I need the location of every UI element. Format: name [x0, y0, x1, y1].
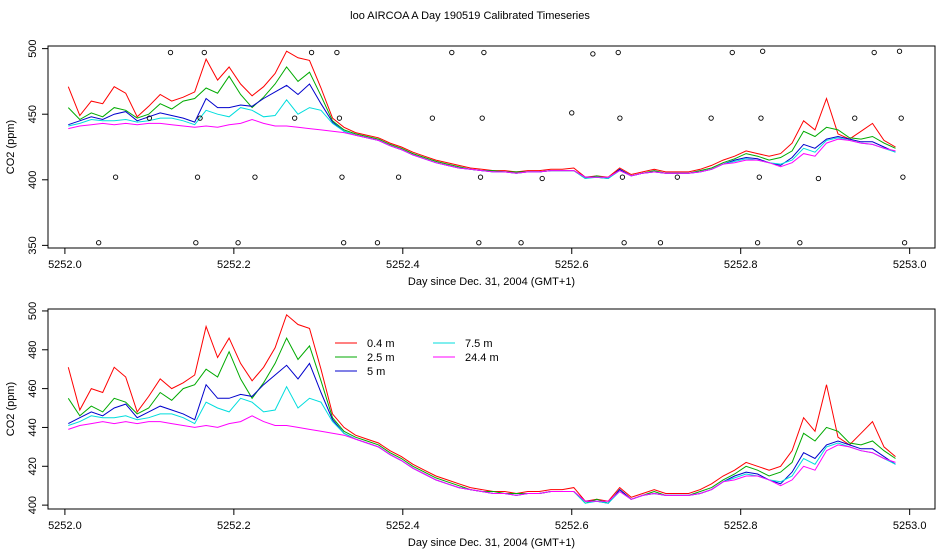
marker-point: [112, 174, 119, 180]
y-tick-label: 440: [27, 418, 39, 436]
marker-point: [197, 115, 203, 121]
marker-point: [193, 240, 199, 246]
marker-point: [621, 240, 627, 246]
marker-point: [674, 174, 680, 180]
marker-point: [194, 174, 201, 180]
marker-point: [292, 115, 298, 121]
legend-label: 2.5 m: [367, 352, 395, 364]
marker-point: [539, 175, 545, 182]
y-tick-label: 450: [27, 105, 39, 123]
marker-point: [201, 49, 207, 56]
series-line-2-5-m: [67, 66, 896, 180]
y-axis-label: CO2 (ppm): [5, 382, 17, 436]
x-tick-label: 5252.6: [555, 259, 589, 271]
marker-point: [617, 115, 623, 121]
y-tick-label: 400: [27, 496, 39, 514]
marker-point: [619, 174, 626, 180]
marker-point: [898, 115, 904, 121]
x-tick-label: 5252.4: [386, 520, 420, 532]
y-tick-label: 460: [27, 379, 39, 397]
marker-point: [569, 110, 575, 116]
marker-point: [590, 51, 596, 57]
marker-point: [449, 49, 455, 56]
top-panel: 5252.0 5252.2 5252.4 5252.6 5252.8 5253.0 350 4…: [5, 39, 936, 288]
marker-point: [167, 49, 174, 56]
marker-point: [871, 49, 877, 56]
plot-frame: [47, 45, 936, 249]
marker-point: [146, 115, 153, 121]
bottom-panel: 5252.0 5252.2 5252.4 5252.6 5252.8 5253.0 400 4…: [5, 302, 936, 549]
legend-label: 5 m: [367, 366, 385, 378]
x-tick-label: 5252.0: [48, 520, 82, 532]
series-line-5-m: [68, 83, 896, 180]
marker-point: [96, 240, 102, 246]
marker-point: [479, 115, 485, 121]
legend-label: 0.4 m: [367, 338, 395, 350]
y-tick-label: 480: [27, 341, 39, 359]
y-tick-label: 400: [27, 171, 39, 189]
marker-point: [758, 115, 764, 121]
y-axis-label: CO2 (ppm): [5, 120, 17, 174]
series-line-7-5-m: [68, 98, 896, 180]
series-line-24-4-m: [68, 415, 896, 502]
y-tick-label: 420: [27, 457, 39, 475]
y-tick-label: 500: [27, 302, 39, 320]
x-axis-label: Day since Dec. 31, 2004 (GMT+1): [408, 537, 575, 549]
series-line-0-4-m: [67, 50, 896, 178]
x-tick-label: 5252.2: [217, 259, 251, 271]
marker-point: [395, 174, 402, 180]
series-line-7-5-m: [68, 385, 896, 504]
marker-point: [235, 240, 241, 246]
legend-label: 7.5 m: [465, 338, 493, 350]
marker-point: [900, 174, 906, 180]
marker-point: [896, 48, 903, 54]
x-tick-label: 5252.0: [48, 259, 82, 271]
marker-point: [657, 240, 664, 246]
x-tick-label: 5252.6: [555, 520, 589, 532]
marker-point: [729, 49, 735, 56]
marker-point: [518, 240, 524, 246]
x-tick-label: 5252.8: [724, 259, 758, 271]
marker-point: [797, 240, 803, 246]
marker-point: [708, 115, 714, 121]
legend-label: 24.4 m: [465, 352, 499, 364]
x-tick-label: 5252.4: [386, 259, 420, 271]
marker-point: [754, 240, 761, 246]
marker-point: [852, 115, 858, 121]
marker-point: [308, 49, 315, 56]
marker-point: [429, 115, 436, 121]
marker-point: [481, 49, 487, 56]
x-tick-label: 5252.8: [724, 520, 758, 532]
marker-point: [341, 240, 347, 246]
x-tick-label: 5253.0: [893, 259, 927, 271]
plot-frame: [47, 308, 936, 510]
marker-point: [760, 48, 766, 54]
marker-point: [615, 49, 621, 56]
series-line-0-4-m: [67, 313, 896, 502]
x-axis-label: Day since Dec. 31, 2004 (GMT+1): [408, 276, 575, 288]
marker-point: [334, 49, 340, 56]
marker-point: [756, 174, 762, 180]
marker-point: [336, 115, 343, 121]
marker-point: [339, 174, 345, 180]
marker-point: [477, 174, 484, 180]
series-line-5-m: [68, 362, 896, 504]
series-group: [67, 50, 896, 180]
y-tick-label: 350: [27, 236, 39, 254]
x-tick-label: 5252.2: [217, 520, 251, 532]
page-title: loo AIRCOA A Day 190519 Calibrated Times…: [350, 10, 590, 22]
marker-point: [252, 174, 258, 180]
series-line-24-4-m: [68, 118, 896, 178]
y-tick-label: 500: [27, 39, 39, 57]
marker-point: [815, 175, 822, 182]
marker-point: [374, 240, 381, 246]
x-tick-label: 5253.0: [893, 520, 927, 532]
series-group: [67, 313, 896, 504]
marker-point: [476, 240, 482, 246]
marker-point: [901, 240, 908, 246]
